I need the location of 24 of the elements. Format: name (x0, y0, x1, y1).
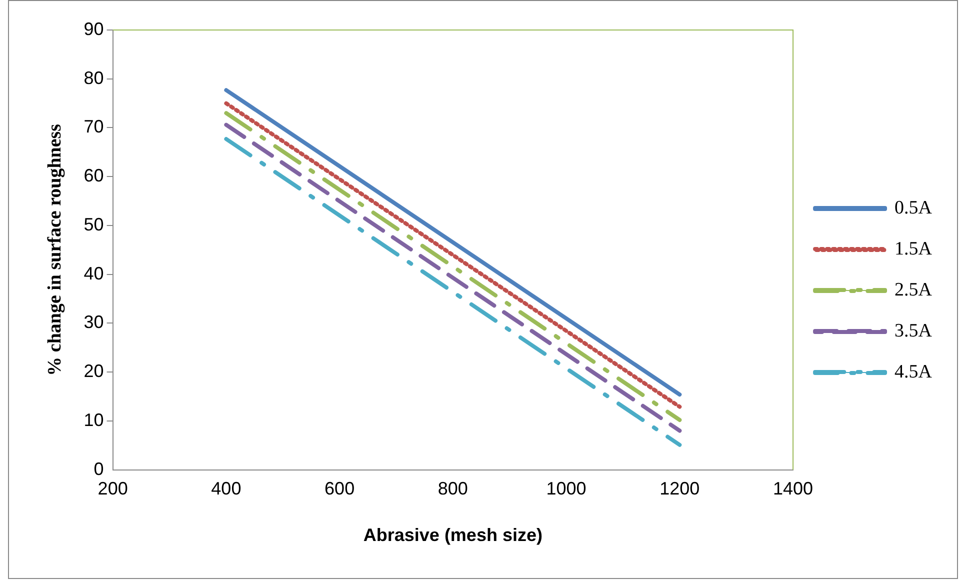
x-tick-label: 1000 (546, 478, 586, 499)
y-tick-label: 30 (84, 312, 104, 332)
x-tick-label: 1200 (660, 478, 700, 499)
y-tick-label: 0 (94, 458, 104, 479)
y-tick-label: 80 (84, 68, 104, 88)
legend-label: 4.5A (894, 361, 932, 382)
legend-label: 1.5A (894, 238, 932, 260)
y-axis-title: % change in surface roughness (44, 124, 66, 376)
y-tick-label: 20 (84, 361, 104, 382)
y-tick-label: 70 (84, 116, 104, 137)
x-tick-label: 400 (211, 478, 242, 499)
legend-label: 2.5A (894, 279, 932, 300)
x-axis-title: Abrasive (mesh size) (363, 525, 542, 546)
x-tick-label: 800 (438, 478, 468, 499)
y-tick-label: 40 (84, 263, 104, 284)
y-tick-label: 90 (84, 18, 104, 39)
x-tick-label: 1400 (773, 478, 814, 499)
x-tick-label: 600 (324, 478, 355, 499)
legend-label: 0.5A (894, 197, 932, 218)
y-tick-label: 10 (84, 410, 104, 430)
y-tick-label: 50 (84, 214, 104, 234)
y-tick-label: 60 (84, 166, 104, 186)
x-tick-label: 200 (98, 478, 128, 499)
legend-label: 3.5A (894, 320, 932, 342)
